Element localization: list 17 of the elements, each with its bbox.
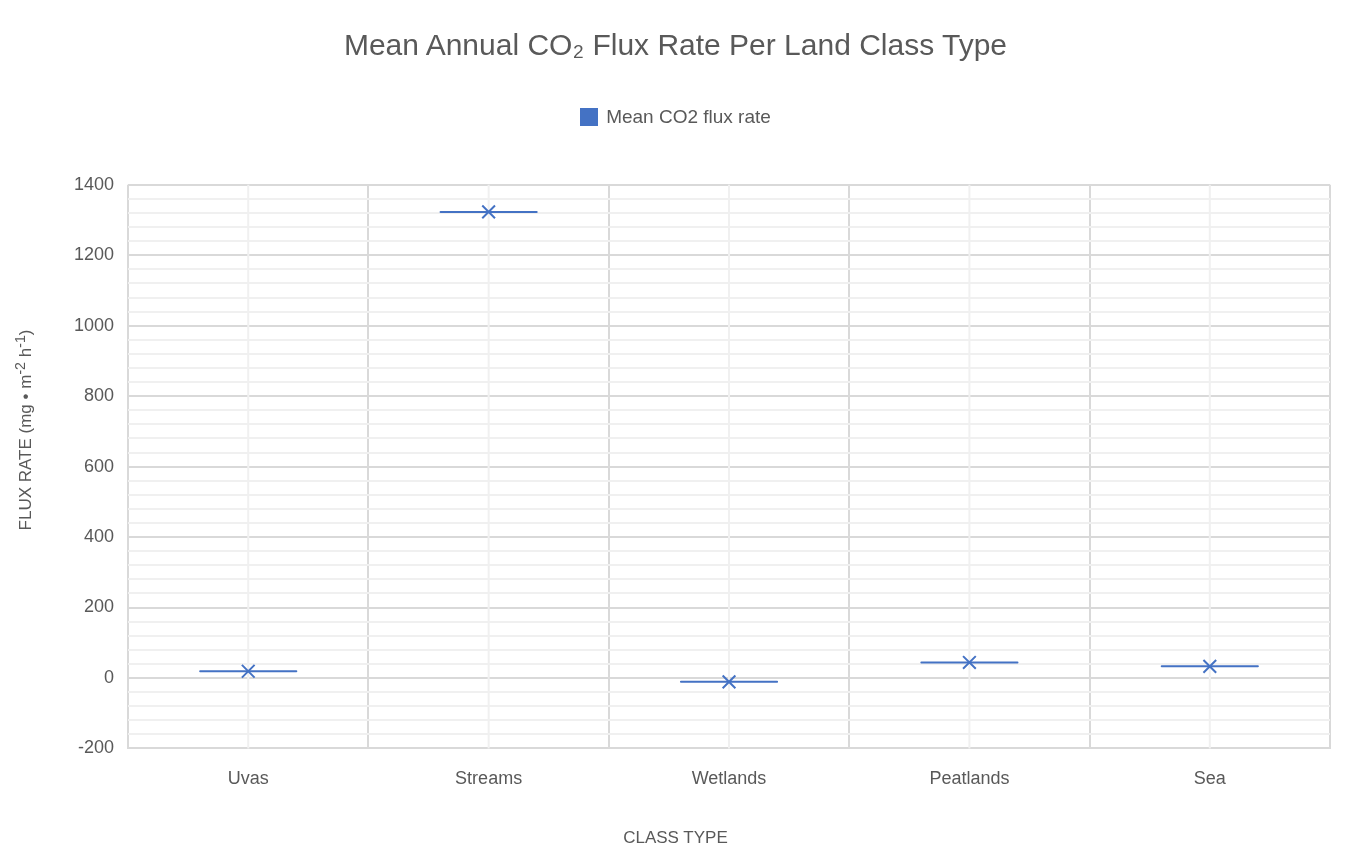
y-tick-label: 1000 bbox=[74, 314, 115, 335]
y-tick-label: 1400 bbox=[74, 173, 115, 194]
y-tick-label: 600 bbox=[84, 455, 115, 476]
x-axis-title: CLASS TYPE bbox=[622, 828, 729, 848]
y-tick-label: 0 bbox=[104, 666, 115, 687]
y-tick-label: -200 bbox=[78, 737, 115, 758]
x-tick-label: Peatlands bbox=[929, 768, 1010, 789]
x-tick-label: Streams bbox=[455, 768, 523, 789]
chart-title: Mean Annual CO₂ Flux Rate Per Land Class Type bbox=[342, 28, 1009, 62]
x-tick-label: Sea bbox=[1193, 768, 1227, 789]
legend-label: Mean CO2 flux rate bbox=[605, 106, 771, 127]
y-tick-label: 400 bbox=[84, 526, 115, 547]
x-tick-label: Wetlands bbox=[691, 768, 767, 789]
y-tick-label: 1200 bbox=[74, 244, 115, 265]
y-tick-label: 200 bbox=[84, 596, 115, 617]
x-tick-label: Uvas bbox=[227, 768, 269, 789]
y-tick-label: 800 bbox=[84, 385, 115, 406]
